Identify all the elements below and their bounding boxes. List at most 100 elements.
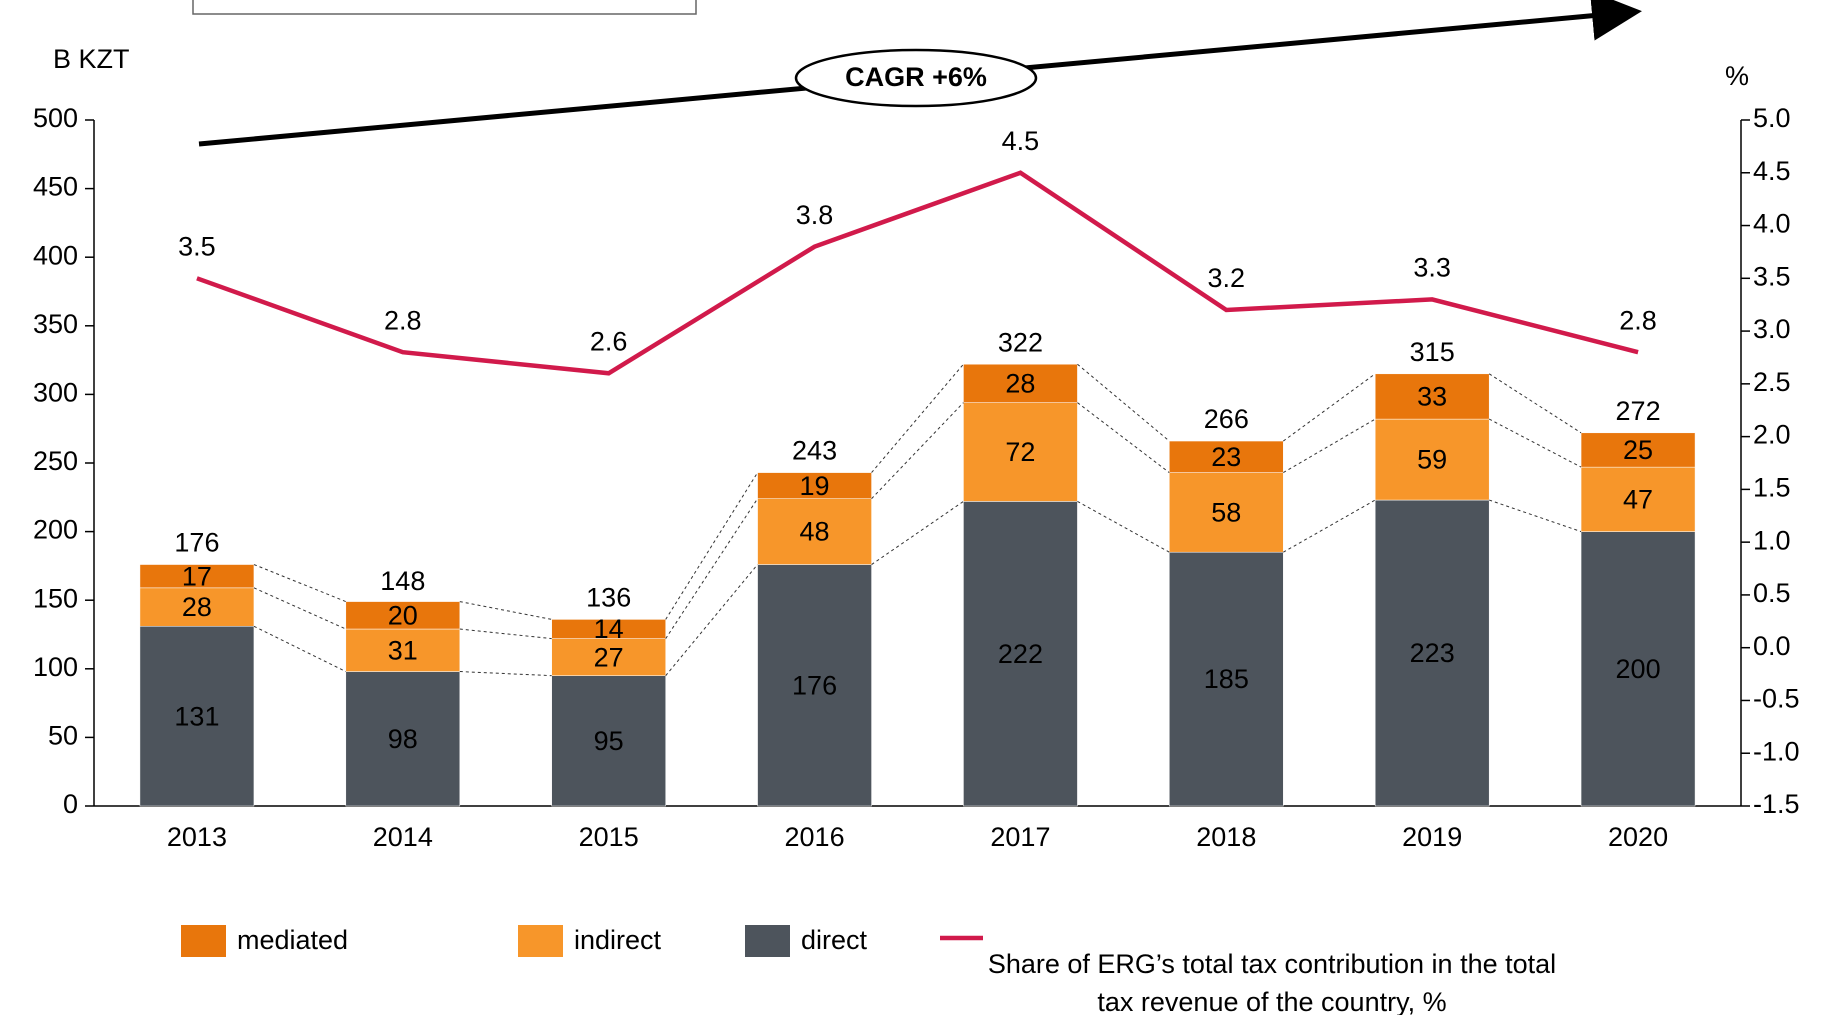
total-label: 176	[174, 528, 219, 558]
bar-segment	[757, 498, 872, 565]
legend-label: direct	[801, 925, 868, 955]
data-label: 222	[998, 639, 1043, 669]
y-tick-label: 500	[33, 103, 78, 133]
y-tick-label: 400	[33, 240, 78, 270]
x-tick-label: 2014	[373, 822, 433, 852]
data-label: 185	[1204, 664, 1249, 694]
y2-tick-label: -0.5	[1753, 684, 1800, 714]
legend-swatch	[518, 925, 563, 957]
connector	[1283, 418, 1376, 474]
bar-segment	[345, 628, 461, 672]
y-tick-label: 100	[33, 652, 78, 682]
connector	[665, 498, 758, 639]
data-label: 58	[1211, 498, 1241, 528]
connector	[253, 625, 347, 672]
y-tick-label: 50	[48, 721, 78, 751]
connector	[459, 671, 552, 677]
connector	[1488, 373, 1582, 434]
connector	[253, 564, 346, 603]
y2-tick-label: 3.5	[1753, 261, 1791, 291]
x-tick-label: 2020	[1608, 822, 1668, 852]
connector	[665, 564, 758, 676]
line-label: 3.5	[178, 231, 216, 261]
line-label: 3.3	[1413, 253, 1451, 283]
y-tick-label: 0	[63, 789, 78, 819]
connector	[871, 501, 964, 565]
connector	[871, 402, 964, 500]
bar-segment	[345, 671, 461, 807]
bar-segment	[963, 501, 1078, 807]
legend-label: mediated	[237, 925, 348, 955]
y-tick-label: 200	[33, 515, 78, 545]
data-label: 176	[792, 670, 837, 700]
data-label: 25	[1623, 435, 1653, 465]
annotation: CAGR +6%	[845, 62, 987, 92]
y2-tick-label: -1.0	[1753, 736, 1800, 766]
total-label: 136	[586, 583, 631, 613]
cagr-bubble	[794, 48, 1038, 108]
bar-segment	[1580, 466, 1696, 532]
bar-segment	[757, 564, 872, 807]
total-label: 243	[792, 436, 837, 466]
bar-segment	[139, 626, 255, 807]
bar-segment	[963, 402, 1078, 502]
connector	[1488, 418, 1582, 468]
data-label: 17	[182, 561, 212, 591]
connector	[1077, 363, 1170, 442]
connector	[1283, 373, 1376, 442]
legend-swatch	[745, 925, 790, 957]
total-label: 272	[1616, 396, 1661, 426]
y-tick-label: 450	[33, 172, 78, 202]
bar-segment	[551, 638, 666, 676]
bar-segment	[1580, 531, 1696, 807]
line	[196, 170, 1639, 376]
connector	[1077, 500, 1170, 553]
bar-segment	[1169, 472, 1284, 553]
total-label: 315	[1410, 337, 1455, 367]
bar-segment	[1169, 551, 1284, 807]
data-label: 200	[1616, 654, 1661, 684]
x-tick-label: 2013	[167, 822, 227, 852]
data-label: 20	[388, 600, 418, 630]
y2-tick-label: 1.0	[1753, 525, 1791, 555]
data-label: 48	[800, 517, 830, 547]
bar-segment	[551, 675, 666, 807]
bar-segment	[1374, 418, 1490, 501]
bar-segment	[139, 564, 255, 589]
legend-swatch	[181, 925, 226, 957]
data-label: 19	[800, 471, 830, 501]
y2-tick-label: 0.5	[1753, 578, 1791, 608]
legend-label: Share of ERG’s total tax contribution in…	[987, 949, 1557, 1015]
y2-tick-label: 3.0	[1753, 314, 1791, 344]
bar-segment	[345, 601, 461, 630]
data-label: 28	[1005, 369, 1035, 399]
x-tick-label: 2016	[785, 822, 845, 852]
total-label: 148	[380, 566, 425, 596]
connector	[1489, 499, 1582, 533]
x-tick-label: 2019	[1402, 822, 1462, 852]
y-tick-label: 300	[33, 378, 78, 408]
bar-segment	[139, 587, 255, 627]
data-label: 131	[174, 701, 219, 731]
bar-segment	[1374, 499, 1490, 807]
x-tick-label: 2018	[1196, 822, 1256, 852]
data-label: 33	[1417, 382, 1447, 412]
y2-tick-label: 2.0	[1753, 420, 1791, 450]
total-label: 266	[1204, 404, 1249, 434]
data-label: 28	[182, 592, 212, 622]
y2-tick-label: 4.0	[1753, 209, 1791, 239]
bar-segment	[963, 363, 1078, 403]
y2-tick-label: 1.5	[1753, 473, 1791, 503]
bar-segment	[551, 619, 666, 639]
y2-tick-label: 4.5	[1753, 156, 1791, 186]
data-label: 47	[1623, 484, 1653, 514]
total-label: 322	[998, 327, 1043, 357]
data-label: 98	[388, 724, 418, 754]
line-label: 2.8	[384, 305, 422, 335]
connector	[1077, 402, 1170, 474]
y2-axis-label: %	[1725, 61, 1749, 91]
line-label: 2.6	[590, 326, 628, 356]
frame-box	[192, 0, 697, 15]
data-label: 95	[594, 726, 624, 756]
